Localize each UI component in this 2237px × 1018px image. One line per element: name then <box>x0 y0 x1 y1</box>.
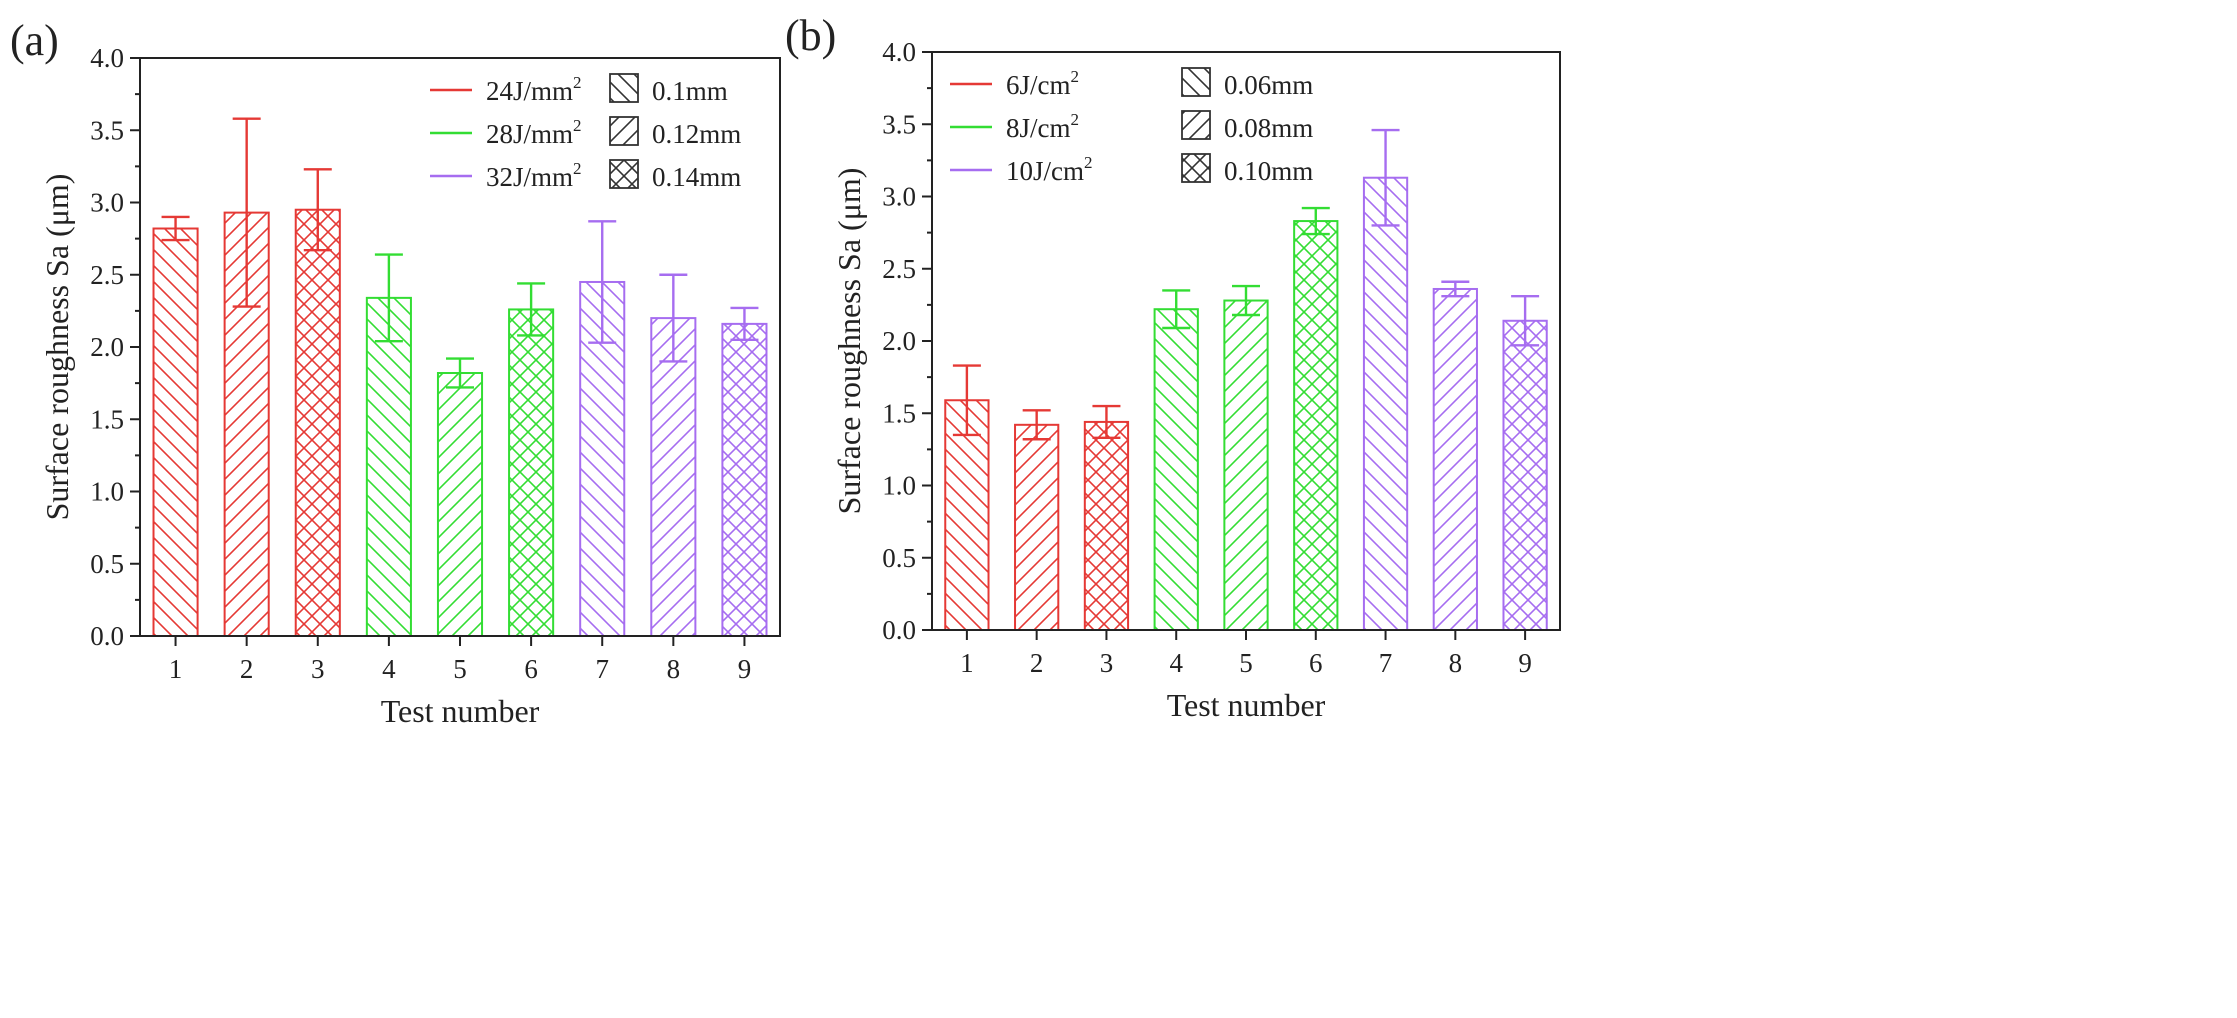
x-tick-label: 9 <box>738 654 752 684</box>
y-axis-label: Surface roughness Sa (μm) <box>831 168 867 515</box>
x-tick-label: 8 <box>1449 648 1463 678</box>
error-bar-test-1 <box>161 215 190 242</box>
y-tick-label: 4.0 <box>90 43 124 73</box>
legend-label: 32J/mm2 <box>486 159 582 192</box>
legend-label: 10J/cm2 <box>1006 153 1093 186</box>
x-tick-label: 4 <box>382 654 396 684</box>
legend-pattern-cross <box>609 159 639 189</box>
bar-test-6 <box>508 308 555 637</box>
y-tick-label: 3.5 <box>90 115 124 145</box>
x-tick-label: 4 <box>1169 648 1183 678</box>
error-bar-test-7 <box>1371 128 1400 227</box>
legend-label: 0.14mm <box>652 162 741 192</box>
panel-label: (a) <box>10 16 59 65</box>
error-bar-test-1 <box>952 364 981 437</box>
y-tick-label: 4.0 <box>882 37 916 67</box>
y-tick-label: 3.0 <box>90 188 124 218</box>
bar-test-3 <box>1083 420 1130 632</box>
x-tick-label: 2 <box>1030 648 1044 678</box>
x-tick-label: 7 <box>595 654 609 684</box>
bar-test-5 <box>436 372 484 637</box>
error-bar-test-7 <box>588 220 617 344</box>
error-bar-test-3 <box>303 168 332 252</box>
error-bar-test-2 <box>1022 409 1051 441</box>
legend-label: 24J/mm2 <box>486 73 582 106</box>
legend: 24J/mm2 28J/mm2 32J/mm2 0.1mm 0.12mm 0.14mm <box>430 73 741 192</box>
y-tick-label: 2.5 <box>90 260 124 290</box>
panel-label: (b) <box>785 11 836 60</box>
legend-label: 6J/cm2 <box>1006 67 1079 100</box>
x-tick-label: 2 <box>240 654 254 684</box>
legend-label: 0.10mm <box>1224 156 1313 186</box>
y-tick-label: 2.0 <box>90 332 124 362</box>
y-tick-label: 0.0 <box>882 615 916 645</box>
error-bar-test-6 <box>1301 206 1330 236</box>
y-axis-label: Surface roughness Sa (μm) <box>39 174 75 521</box>
bar-test-4 <box>1153 308 1199 631</box>
error-bar-test-4 <box>374 253 403 343</box>
y-tick-label: 1.5 <box>90 404 124 434</box>
legend-label: 0.12mm <box>652 119 741 149</box>
legend-label: 0.1mm <box>652 76 728 106</box>
x-tick-label: 9 <box>1518 648 1532 678</box>
error-bar-test-9 <box>730 306 759 341</box>
error-bar-test-5 <box>1232 284 1260 317</box>
error-bar-test-6 <box>517 282 546 337</box>
error-bar-test-5 <box>446 357 474 389</box>
y-tick-label: 0.5 <box>90 549 124 579</box>
bar-test-5 <box>1223 299 1269 631</box>
legend: 6J/cm2 8J/cm2 10J/cm2 0.06mm 0.08mm 0.10mm <box>950 67 1313 186</box>
bar-test-8 <box>650 317 697 637</box>
y-tick-label: 1.0 <box>90 477 124 507</box>
legend-label: 0.08mm <box>1224 113 1313 143</box>
y-tick-label: 3.5 <box>882 109 916 139</box>
y-tick-label: 1.0 <box>882 471 916 501</box>
x-tick-label: 5 <box>453 654 467 684</box>
legend-pattern-back <box>1181 67 1211 97</box>
x-tick-label: 1 <box>960 648 974 678</box>
x-tick-label: 6 <box>1309 648 1323 678</box>
legend-pattern-back <box>609 73 639 103</box>
legend-label: 0.06mm <box>1224 70 1313 100</box>
bar-test-9 <box>1502 319 1548 631</box>
x-tick-label: 6 <box>524 654 538 684</box>
x-axis-label: Test number <box>1167 687 1326 723</box>
x-axis-label: Test number <box>381 693 540 729</box>
chart-panel-a: (a) 0.0 0.5 1.0 1.5 2.0 2.5 3.0 3.5 4.0 1 2 3 4 5 6 7 8 9 T… <box>10 16 781 729</box>
x-tick-label: 8 <box>667 654 681 684</box>
x-tick-label: 3 <box>1100 648 1114 678</box>
y-tick-label: 0.0 <box>90 621 124 651</box>
y-tick-label: 2.0 <box>882 326 916 356</box>
y-tick-label: 3.0 <box>882 182 916 212</box>
x-tick-label: 7 <box>1379 648 1393 678</box>
bar-test-1 <box>152 227 199 637</box>
error-bar-test-8 <box>659 273 688 363</box>
y-tick-label: 1.5 <box>882 398 916 428</box>
bar-test-2 <box>1014 423 1060 631</box>
legend-pattern-fwd <box>609 116 639 146</box>
error-bar-test-4 <box>1162 289 1191 330</box>
error-bar-test-3 <box>1092 404 1121 440</box>
error-bar-test-9 <box>1511 295 1540 347</box>
legend-label: 28J/mm2 <box>486 116 582 149</box>
chart-panel-b: (b) 0.0 0.5 1.0 1.5 2.0 2.5 3.0 3.5 4.0 1 2 3 4 5 6 7 8 9 T… <box>785 11 1561 723</box>
bar-test-8 <box>1432 287 1478 631</box>
x-tick-label: 5 <box>1239 648 1253 678</box>
x-tick-label: 1 <box>169 654 183 684</box>
y-tick-label: 0.5 <box>882 543 916 573</box>
y-tick-label: 2.5 <box>882 254 916 284</box>
bar-test-6 <box>1293 220 1339 631</box>
error-bar-test-8 <box>1441 280 1470 298</box>
bar-test-4 <box>365 296 412 637</box>
legend-pattern-fwd <box>1181 110 1211 140</box>
legend-label: 8J/cm2 <box>1006 110 1079 143</box>
x-tick-label: 3 <box>311 654 325 684</box>
error-bar-test-2 <box>232 117 261 308</box>
legend-pattern-cross <box>1181 153 1211 183</box>
bar-test-7 <box>1362 176 1409 631</box>
bar-test-9 <box>721 322 768 637</box>
bar-test-3 <box>294 208 341 637</box>
